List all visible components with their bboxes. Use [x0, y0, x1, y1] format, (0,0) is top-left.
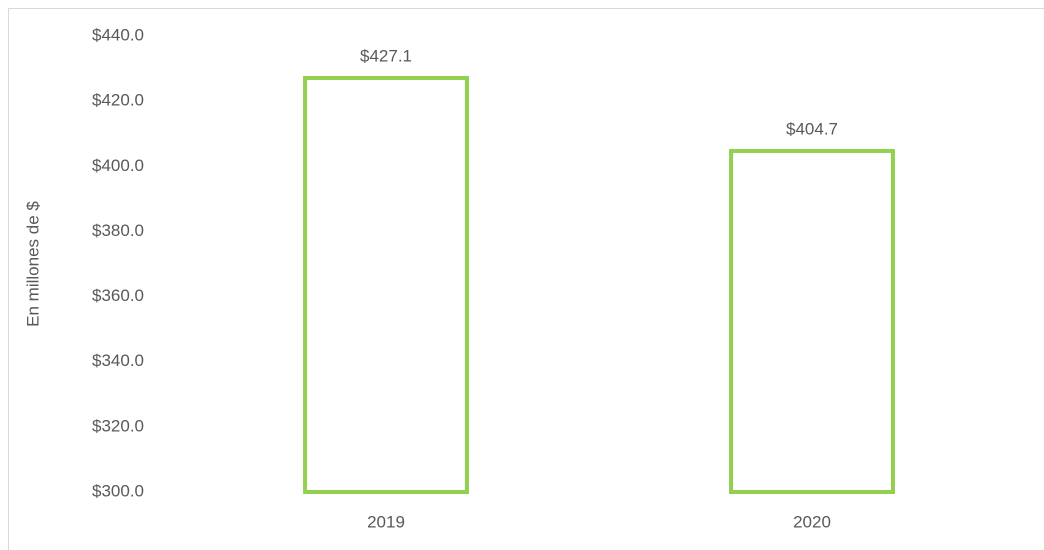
y-tick-label: $340.0	[92, 351, 144, 370]
data-label: $404.7	[786, 119, 838, 138]
data-label: $427.1	[360, 47, 412, 66]
chart-frame	[8, 8, 1044, 550]
y-axis-label: En millones de $	[23, 201, 42, 327]
bar	[303, 76, 469, 494]
x-tick-label: 2019	[367, 512, 405, 531]
bar	[729, 148, 895, 494]
y-tick-label: $420.0	[92, 91, 144, 110]
y-tick-label: $300.0	[92, 481, 144, 500]
y-tick-label: $380.0	[92, 221, 144, 240]
y-tick-label: $440.0	[92, 25, 144, 44]
y-tick-label: $360.0	[92, 286, 144, 305]
y-tick-label: $400.0	[92, 156, 144, 175]
y-tick-label: $320.0	[92, 416, 144, 435]
x-tick-label: 2020	[793, 512, 831, 531]
